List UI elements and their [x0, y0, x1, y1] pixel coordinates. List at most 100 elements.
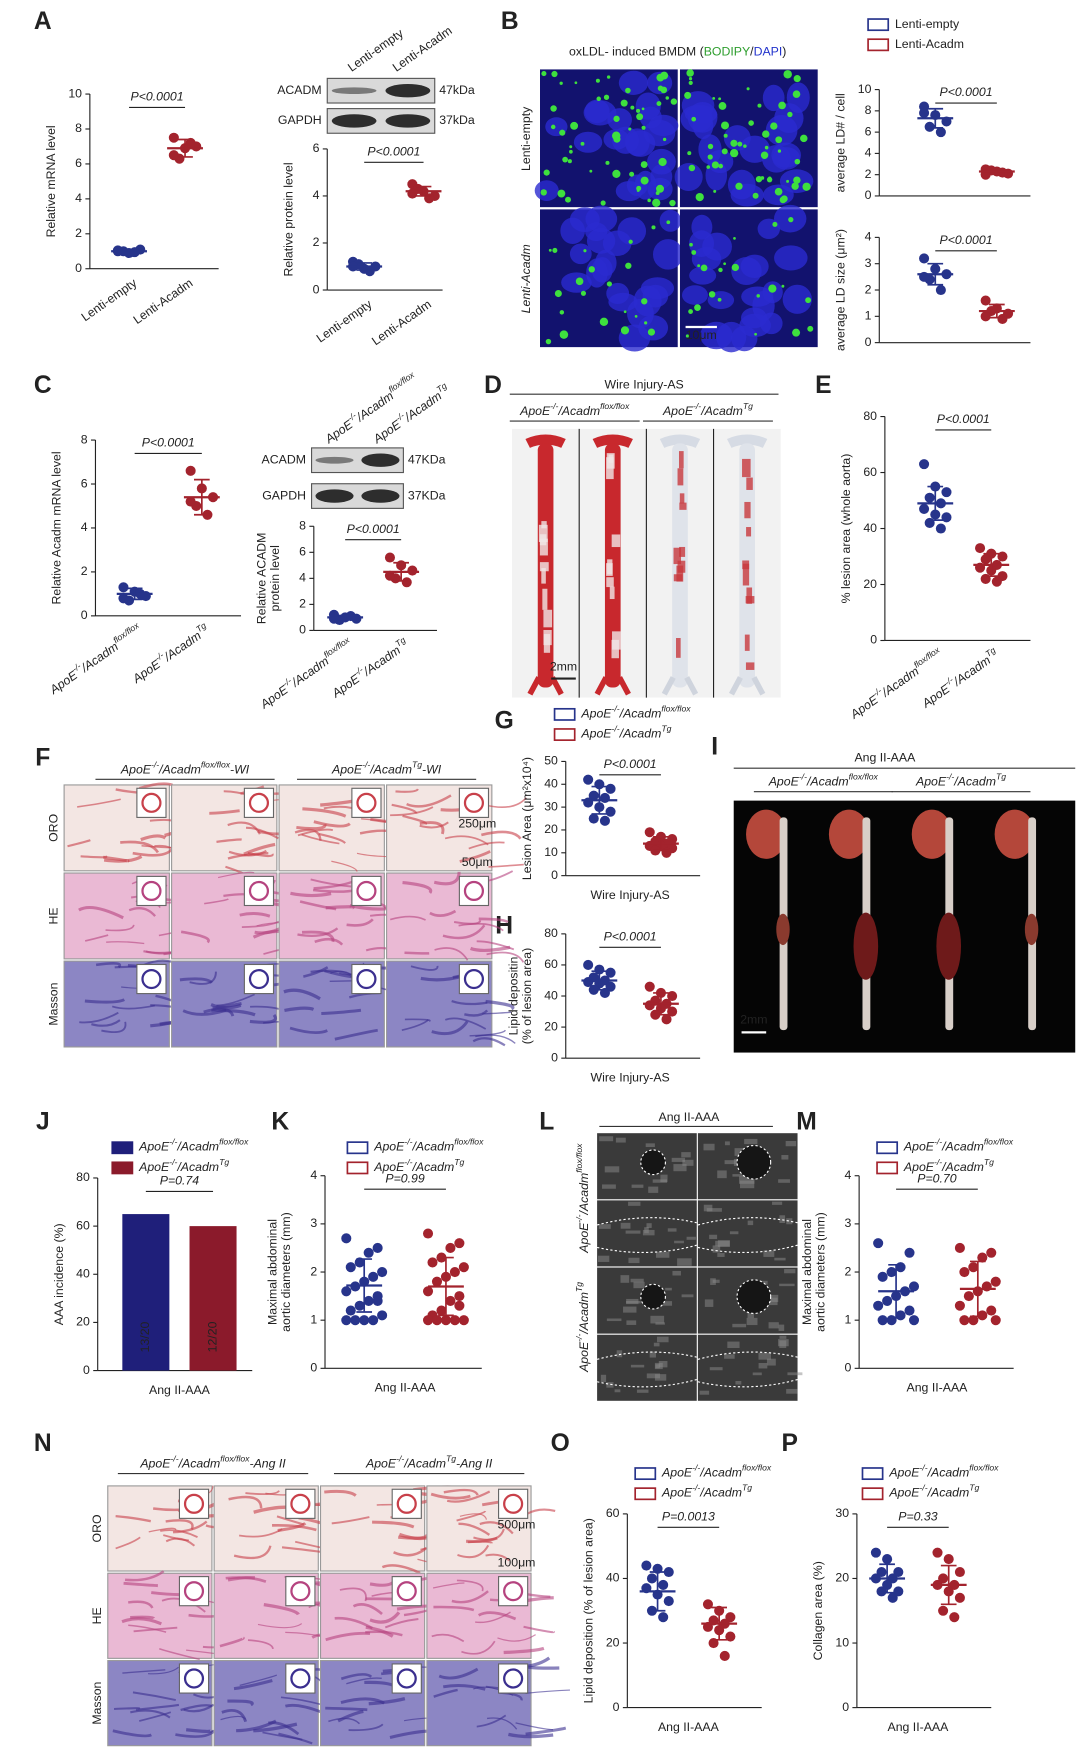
speckle	[787, 1372, 803, 1376]
histology-inset	[243, 787, 275, 818]
histology-inset	[458, 787, 490, 818]
data-point	[377, 1310, 388, 1321]
inset-vessel	[141, 968, 162, 990]
lipid-droplet	[788, 216, 794, 223]
tissue-fiber	[525, 1689, 570, 1694]
data-point	[873, 1238, 884, 1249]
speckle	[712, 1245, 721, 1253]
data-point	[870, 1547, 881, 1558]
group-header-part: ApoE	[915, 775, 947, 789]
p-value: P=0.99	[385, 1171, 424, 1185]
tissue-fiber	[451, 999, 488, 1006]
panel-label: O	[551, 1430, 570, 1457]
group-header-part: flox/flox	[849, 772, 879, 782]
inset-vessel	[183, 1668, 205, 1689]
tissue-fiber	[140, 834, 167, 842]
group-header: ApoE-/-/AcadmTg-WI	[331, 760, 442, 777]
y-axis-label: aortic diameters (mm)	[813, 1212, 827, 1332]
legend-label: ApoE-/-/Acadmflox/flox	[580, 704, 691, 721]
x-tick-label: Ang II-AAA	[907, 1381, 969, 1395]
tissue-fiber	[372, 1520, 415, 1529]
lipid-droplet	[807, 325, 814, 332]
lipid-droplet	[684, 91, 692, 99]
speckle	[752, 1372, 762, 1376]
speckle	[781, 1155, 789, 1160]
lipid-droplet	[793, 176, 801, 184]
speckle	[598, 1224, 611, 1229]
speckle	[615, 1137, 626, 1143]
tissue-fiber	[219, 1636, 245, 1648]
lipid-droplet	[721, 121, 730, 130]
tissue-fiber	[458, 1522, 491, 1536]
tissue-fiber	[485, 1553, 510, 1562]
x-tick-label: Lenti-Acadm	[369, 297, 434, 348]
data-point	[384, 570, 395, 581]
legend-label-part: flox/flox	[219, 1137, 249, 1147]
aorta-patch	[679, 546, 686, 557]
lipid-droplet	[669, 199, 676, 207]
nucleus	[674, 163, 703, 192]
data-point	[449, 1266, 460, 1278]
y-tick-label: 80	[863, 409, 877, 423]
tissue-fiber	[84, 934, 109, 942]
lipid-droplet	[552, 247, 558, 253]
inset-vessel	[248, 880, 270, 902]
heart	[746, 809, 787, 859]
y-tick-label: 6	[75, 156, 82, 170]
group-header-part: ApoE	[662, 404, 694, 418]
group-header-part: /Acadm	[953, 775, 996, 789]
inset-vessel	[290, 1493, 311, 1514]
group-header-part: /Acadm	[557, 404, 600, 418]
group-header-part: /Acadm	[369, 763, 412, 777]
panel-label: C	[34, 372, 52, 399]
row-label: HE	[46, 907, 60, 924]
lipid-droplet	[641, 298, 648, 305]
speckle	[746, 1317, 758, 1326]
speckle	[606, 1382, 614, 1388]
blot-band	[361, 453, 400, 467]
tissue-fiber	[236, 1719, 277, 1733]
aorta-arch	[525, 434, 566, 448]
aorta-segment	[776, 913, 790, 946]
lipid-droplet	[800, 134, 808, 143]
tissue-fiber	[228, 1495, 263, 1509]
legend-label: ApoE-/-/Acadmflox/flox	[661, 1463, 772, 1480]
speckle	[636, 1389, 649, 1393]
blot-row-label: GAPDH	[262, 488, 306, 502]
y-axis-label: Collagen area (%)	[811, 1561, 825, 1660]
tissue-fiber	[103, 855, 143, 863]
data-point	[986, 1305, 997, 1316]
tissue-fiber	[180, 1704, 213, 1712]
y-tick-label: 2	[81, 564, 88, 578]
tissue-fiber	[525, 1726, 567, 1736]
y-tick-label: 0	[842, 1700, 849, 1714]
data-point	[977, 1252, 988, 1263]
speckle	[779, 1335, 787, 1339]
aorta-patch	[673, 547, 682, 565]
nucleus	[702, 232, 732, 261]
nucleus	[687, 101, 718, 133]
lipid-droplet	[570, 121, 579, 130]
tissue-fiber	[123, 1581, 158, 1588]
inset-vessel	[183, 1493, 205, 1514]
legend-label-part: Tg	[454, 1157, 464, 1167]
data-point	[980, 554, 991, 565]
lipid-droplet	[670, 98, 678, 105]
lipid-droplet	[781, 284, 785, 288]
blot-size-label: 47kDa	[439, 83, 475, 97]
lipid-droplet	[540, 189, 547, 196]
data-point	[954, 1242, 965, 1253]
lipid-droplet	[605, 160, 610, 165]
blot-band	[315, 456, 354, 464]
tissue-fiber	[239, 1674, 278, 1686]
legend-label-part: ApoE	[138, 1160, 170, 1174]
error-bar	[940, 1564, 957, 1606]
x-tick-label-part: Tg	[984, 645, 998, 659]
speckle	[649, 1351, 656, 1358]
scale-label: 10μm	[686, 328, 717, 342]
speckle	[652, 1179, 668, 1183]
data-point	[935, 284, 946, 296]
group-header-part: /Acadm	[158, 763, 201, 777]
aorta-patch	[673, 574, 683, 582]
